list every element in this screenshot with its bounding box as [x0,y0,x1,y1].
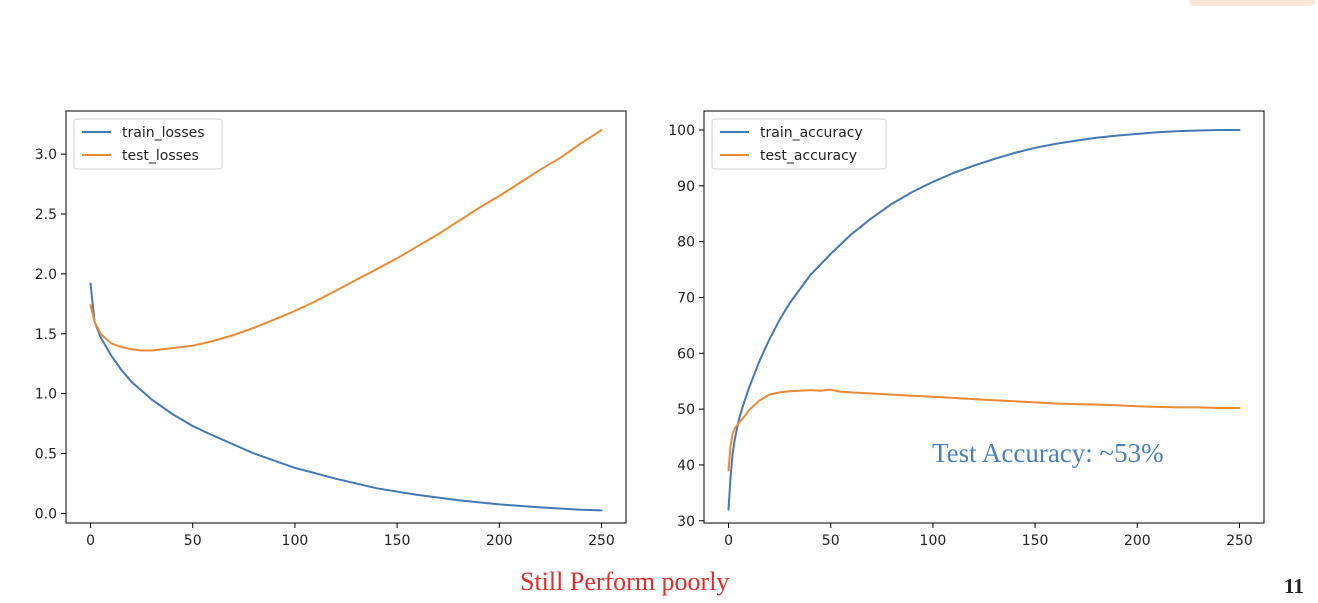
x-tick-label: 0 [724,533,733,549]
slide-caption: Still Perform poorly [520,567,730,596]
y-tick-label: 90 [677,179,695,195]
x-tick-label: 250 [1226,533,1253,549]
x-tick-label: 200 [486,533,513,549]
y-tick-label: 60 [677,346,695,362]
y-tick-label: 0.0 [35,506,57,522]
legend-label-test-accuracy: test_accuracy [760,148,857,164]
legend-label-train-losses: train_losses [122,125,205,141]
x-tick-label: 250 [588,533,615,549]
legend-label-test-losses: test_losses [122,148,199,164]
y-tick-label: 40 [677,458,695,474]
x-tick-label: 150 [1022,533,1049,549]
plot-frame [65,110,627,524]
x-tick-label: 50 [822,533,840,549]
x-tick-label: 150 [384,533,411,549]
y-tick-label: 50 [677,402,695,418]
y-tick-label: 2.0 [35,267,57,283]
x-tick-label: 0 [86,533,95,549]
series-line-test-accuracy [727,388,1241,472]
y-tick-label: 1.5 [35,327,57,343]
series-line-test-losses [89,129,603,352]
y-tick-label: 2.5 [35,207,57,223]
y-tick-label: 100 [668,123,695,139]
x-tick-label: 50 [184,533,202,549]
legend-box [711,118,887,170]
test-accuracy-annotation: Test Accuracy: ~53% [932,438,1164,468]
x-tick-label: 100 [920,533,947,549]
x-tick-label: 200 [1124,533,1151,549]
y-tick-label: 30 [677,514,695,530]
corner-tab [1189,0,1315,6]
series-line-train-losses [89,282,603,512]
y-tick-label: 80 [677,235,695,251]
plot-frame [703,110,1265,524]
y-tick-label: 3.0 [35,147,57,163]
y-tick-label: 1.0 [35,387,57,403]
legend-label-train-accuracy: train_accuracy [760,125,863,141]
page-number: 11 [1284,574,1304,598]
y-tick-label: 0.5 [35,447,57,463]
y-tick-label: 70 [677,290,695,306]
series-line-train-accuracy [727,129,1241,511]
x-tick-label: 100 [282,533,309,549]
